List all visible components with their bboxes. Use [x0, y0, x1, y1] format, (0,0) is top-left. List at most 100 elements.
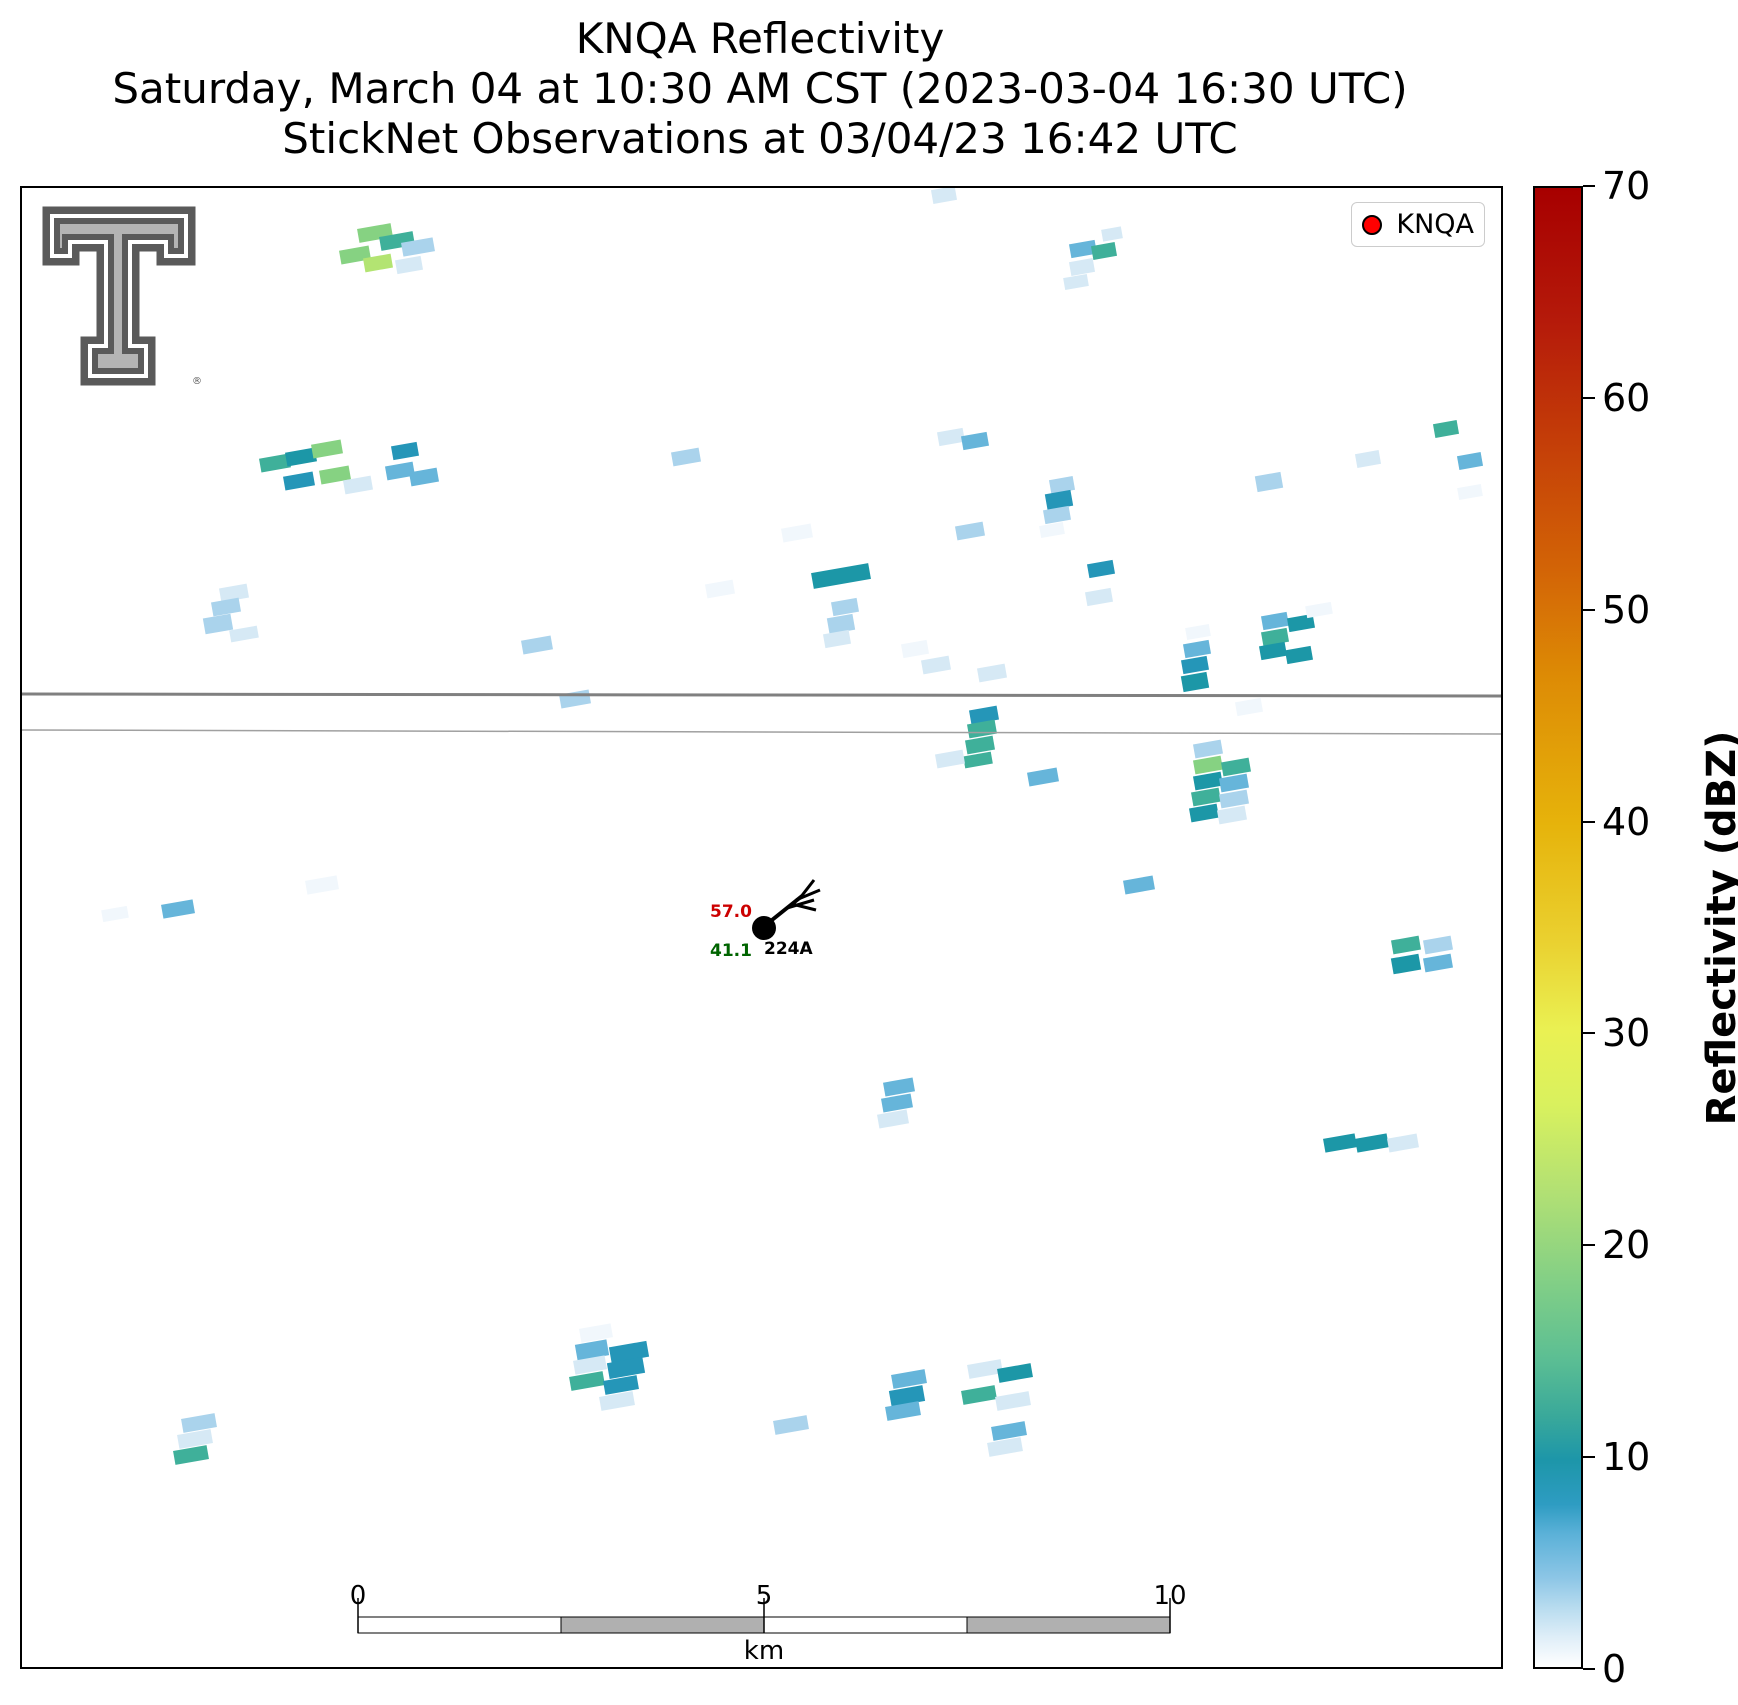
station-dewpoint: 41.1: [710, 941, 752, 961]
scale-tick-10: 10: [1153, 1581, 1187, 1611]
radar-echo-cell: [987, 1437, 1023, 1457]
radar-echo-cell: [934, 749, 966, 769]
svg-text:®: ®: [192, 376, 202, 387]
colorbar-tick-mark: [1583, 185, 1595, 187]
radar-echo-cell: [1323, 1133, 1357, 1153]
radar-echo-cell: [968, 705, 1000, 725]
radar-echo-cell: [1188, 803, 1220, 823]
scale-tick-0: 0: [349, 1581, 367, 1611]
radar-echo-cell: [1180, 671, 1210, 693]
legend-label: KNQA: [1396, 209, 1474, 240]
radar-echo-cell: [311, 439, 343, 459]
radar-echo-cell: [976, 663, 1008, 683]
radar-echo-cell: [1027, 767, 1059, 787]
colorbar-tick-mark: [1583, 1456, 1595, 1459]
radar-echo-cell: [964, 735, 996, 755]
colorbar-tick-mark: [1583, 1244, 1595, 1247]
radar-echo-cell: [1185, 624, 1211, 640]
radar-echo-cell: [1039, 522, 1065, 538]
radar-echo-cell: [1254, 471, 1284, 493]
radar-echo-cell: [1123, 875, 1155, 895]
radar-echo-cell: [283, 471, 315, 491]
radar-echo-cell: [881, 1093, 913, 1113]
radar-echo-cell: [967, 1359, 1003, 1379]
scale-tick-5: 5: [755, 1581, 773, 1611]
colorbar-tick-label: 10: [1602, 1435, 1651, 1480]
colorbar-tick-mark: [1583, 820, 1595, 823]
radar-echo-cell: [1042, 505, 1072, 525]
radar-echo-cell: [1220, 757, 1252, 777]
scale-unit: km: [743, 1636, 785, 1666]
distance-scale-bar: [357, 1598, 1171, 1634]
radar-echo-cell: [822, 629, 852, 649]
radar-echo-cell: [362, 253, 394, 273]
radar-echo-cell: [1234, 697, 1264, 717]
radar-echo-cell: [960, 431, 990, 451]
radar-echo-cell: [573, 1355, 607, 1375]
colorbar-tick-mark: [1583, 396, 1595, 399]
station-temperature: 57.0: [710, 902, 752, 922]
radar-echo-cell: [704, 579, 736, 599]
radar-echo-cell: [966, 719, 998, 739]
radar-echo-cell: [1218, 773, 1250, 793]
radar-echo-cells: [100, 188, 1484, 1465]
radar-echo-cell: [920, 655, 952, 675]
colorbar-tick-mark: [1583, 1668, 1595, 1670]
radar-echo-cell: [1284, 645, 1314, 665]
radar-echo-cell: [319, 465, 351, 485]
radar-echo-cell: [339, 245, 371, 265]
radar-echo-cell: [401, 237, 435, 257]
radar-echo-cell: [1068, 239, 1098, 259]
radar-echo-cell: [1216, 805, 1248, 825]
radar-echo-cell: [259, 453, 291, 473]
radar-echo-cell: [1182, 639, 1212, 659]
radar-echo-cell: [1180, 655, 1210, 675]
colorbar-title: Reflectivity (dBZ): [1699, 730, 1738, 1126]
radar-echo-cell: [559, 689, 591, 709]
radar-echo-cell: [1192, 771, 1224, 791]
map-legend: KNQA: [1351, 202, 1485, 247]
radar-echo-cell: [202, 613, 234, 635]
radar-echo-cell: [1387, 1133, 1419, 1153]
radar-echo-cell: [1190, 787, 1222, 807]
radar-echo-cell: [1422, 953, 1454, 973]
radar-echo-cell: [305, 875, 339, 895]
colorbar-tick-label: 50: [1602, 587, 1651, 632]
radar-echo-cell: [101, 905, 129, 923]
radar-echo-cell: [930, 188, 958, 204]
radar-echo-cell: [1355, 1133, 1389, 1153]
radar-echo-cell: [936, 427, 966, 447]
radar-echo-cell: [599, 1391, 635, 1411]
radar-echo-cell: [1457, 484, 1483, 500]
colorbar-tick-mark: [1583, 1032, 1595, 1035]
radar-echo-cell: [1390, 935, 1422, 955]
radar-echo-cell: [1090, 242, 1118, 260]
radar-echo-cell: [773, 1415, 809, 1435]
radar-map-panel: ® 57.0 41.1 224A KNQA 0 5 10: [20, 186, 1503, 1669]
colorbar-tick-label: 60: [1602, 375, 1651, 420]
station-id: 224A: [764, 939, 813, 959]
radar-echo-cell: [885, 1401, 921, 1421]
radar-echo-cell: [1260, 627, 1290, 647]
colorbar-tick-mark: [1583, 608, 1595, 611]
radar-echo-cell: [1218, 789, 1250, 809]
radar-echo-cell: [1048, 476, 1076, 494]
radar-echo-cell: [181, 1413, 217, 1433]
radar-echo-cell: [229, 625, 259, 643]
radar-echo-cell: [1258, 641, 1288, 661]
colorbar-tick-label: 20: [1602, 1223, 1651, 1268]
radar-echo-cell: [1068, 258, 1096, 276]
radar-echo-cell: [569, 1371, 605, 1391]
radar-echo-cell: [826, 613, 856, 635]
radar-echo-cell: [579, 1323, 613, 1343]
radar-echo-cell: [995, 1391, 1031, 1411]
radar-echo-cell: [1456, 452, 1484, 470]
radar-echo-cell: [173, 1445, 209, 1465]
reflectivity-colorbar: [1533, 186, 1583, 1669]
radar-echo-cell: [954, 521, 986, 541]
radar-echo-cell: [891, 1369, 927, 1389]
radar-echo-cell: [1192, 755, 1224, 775]
radar-echo-cell: [606, 1356, 646, 1380]
radar-echo-cell: [342, 475, 374, 495]
radar-echo-cell: [603, 1375, 639, 1395]
